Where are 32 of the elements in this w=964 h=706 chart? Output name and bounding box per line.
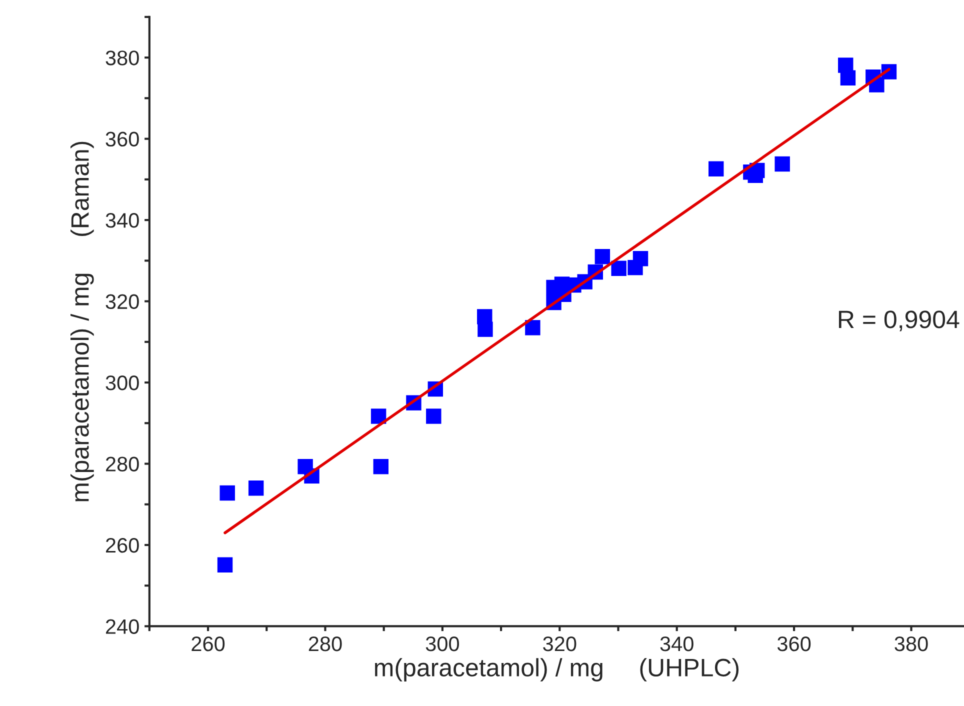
point (220, 485, 235, 501)
y-tick-label: 240 (106, 619, 139, 634)
point (840, 70, 856, 86)
y-axis-title: m(paracetamol) / mg (Raman) (70, 142, 94, 502)
x-tick-label: 340 (660, 636, 694, 652)
point (373, 458, 389, 474)
point (708, 161, 724, 176)
point (774, 156, 790, 172)
x-tick-label: 280 (308, 636, 342, 652)
point (426, 408, 442, 424)
point (370, 408, 386, 424)
x-axis-title: m(paracetamol) / mg (UHPLC) (375, 658, 739, 682)
point (594, 248, 610, 264)
annotation: R = 0,9904 (838, 310, 960, 332)
x-tick-label: 360 (777, 636, 811, 652)
x-tick-label: 380 (894, 636, 928, 652)
x-tick-label: 320 (543, 636, 576, 652)
y-tick-label: 280 (106, 456, 139, 472)
x-tick-label: 260 (192, 636, 225, 652)
y-tick-label: 380 (106, 50, 139, 66)
point (217, 557, 233, 572)
y-tick-label: 360 (106, 132, 139, 147)
point (525, 320, 540, 336)
y-tick-label: 260 (106, 538, 139, 553)
point (478, 322, 493, 337)
point (611, 260, 626, 276)
y-tick-label: 320 (106, 294, 139, 310)
point (248, 480, 264, 496)
y-tick-label: 340 (106, 213, 139, 228)
x-tick-label: 300 (426, 636, 459, 652)
y-tick-label: 300 (106, 376, 139, 390)
point (632, 251, 648, 266)
